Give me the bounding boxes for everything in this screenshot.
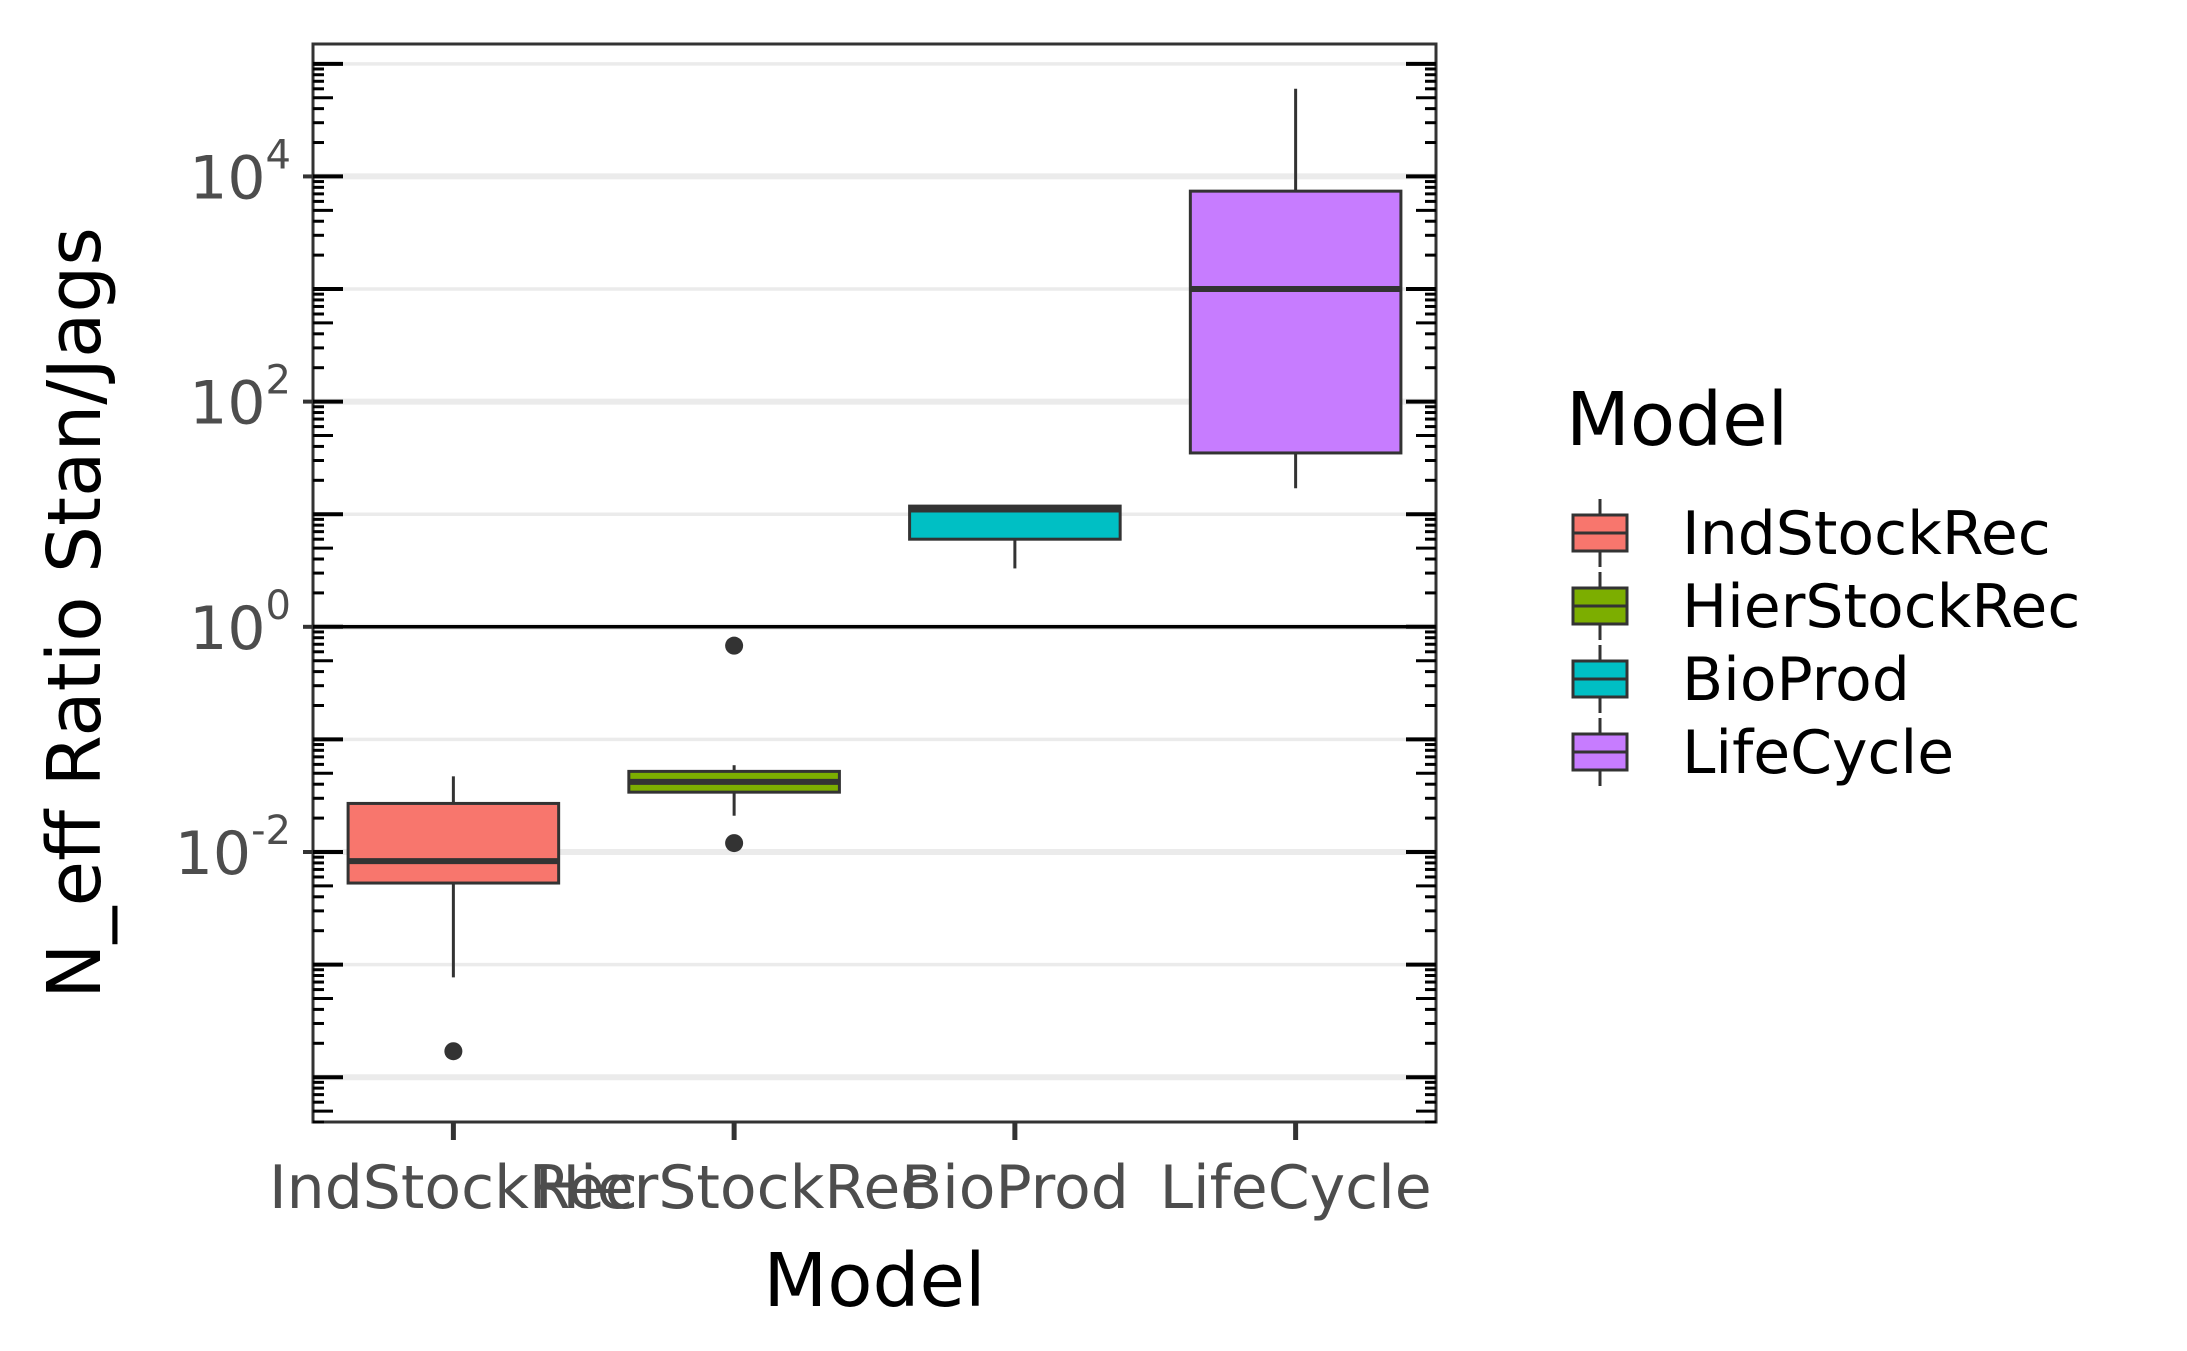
y-axis-title: N_eff Ratio Stan/Jags [32, 227, 118, 999]
outlier-point [725, 636, 744, 655]
plot-panel-border [311, 42, 1438, 1124]
legend-label: IndStockRec [1682, 499, 2051, 569]
y-tick-exponent: 0 [266, 583, 291, 629]
box-iqr [1188, 189, 1403, 455]
y-tick-label: 104 [189, 132, 291, 213]
y-tick-exponent: -2 [251, 808, 291, 854]
box-BioProd [908, 504, 1122, 569]
x-axis-title: Model [763, 1238, 985, 1324]
legend-label: LifeCycle [1682, 718, 1954, 788]
outlier-point [725, 834, 744, 853]
legend-item-HierStockRec: HierStockRec [1571, 572, 2080, 642]
x-tick-label: BioProd [901, 1153, 1129, 1223]
legend-label: BioProd [1682, 645, 1910, 715]
legend-label: HierStockRec [1682, 572, 2080, 642]
y-tick-exponent: 4 [266, 132, 291, 178]
box-HierStockRec [627, 636, 841, 853]
y-tick-label: 100 [189, 583, 291, 664]
box-iqr [346, 801, 561, 885]
box-series [346, 88, 1403, 1061]
y-tick-exponent: 2 [266, 358, 291, 404]
x-tick-label: HierStockRec [535, 1153, 933, 1223]
y-tick-base: 10 [189, 369, 265, 439]
box-LifeCycle [1188, 88, 1403, 489]
legend-title: Model [1566, 377, 1788, 463]
y-tick-base: 10 [175, 819, 251, 889]
legend: Model IndStockRecHierStockRecBioProdLife… [1566, 377, 2080, 788]
outlier-point [444, 1042, 463, 1061]
x-tick-label: LifeCycle [1160, 1153, 1432, 1223]
legend-item-LifeCycle: LifeCycle [1571, 718, 1954, 788]
y-tick-label: 10-2 [175, 808, 291, 889]
legend-item-BioProd: BioProd [1571, 645, 1910, 715]
y-tick-label: 102 [189, 358, 291, 439]
y-tick-base: 10 [189, 143, 265, 213]
legend-item-IndStockRec: IndStockRec [1571, 499, 2051, 569]
box-IndStockRec [346, 776, 561, 1061]
x-tick-label: IndStockRec [269, 1153, 638, 1223]
y-tick-base: 10 [189, 594, 265, 664]
